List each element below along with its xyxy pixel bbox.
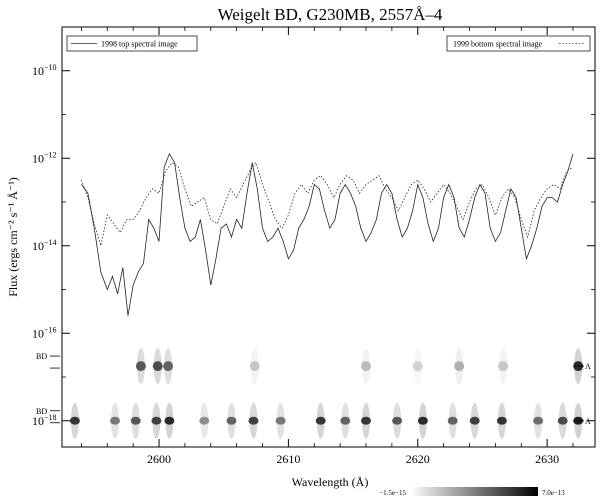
spectral-halo [227,402,236,439]
x-axis-label: Wavelength (Å) [292,475,369,489]
spectral-halo [393,402,402,439]
spectral-spot [248,416,259,425]
spectral-halo [70,402,79,439]
spectral-halo [250,348,259,385]
spectral-spot [361,361,371,372]
spectral-halo [362,402,370,439]
spectral-halo [497,402,506,439]
spectral-spot [275,416,286,425]
spectral-image-strip [69,348,584,439]
spectral-spot [315,416,326,425]
spectral-halo [136,348,145,385]
y-tick-label: 10−16 [32,325,57,340]
y-tick-label: 10−10 [32,63,57,78]
x-tick-label: 2620 [406,452,430,466]
spectral-halo [200,402,209,439]
row-label-a: A [585,362,591,371]
spectral-spot [164,416,175,425]
legend-label-1998: 1998 top spectral image [101,40,178,49]
spectral-spot [199,416,210,425]
x-tick-label: 2630 [535,452,559,466]
spectral-halo [470,402,479,439]
spectral-spot [152,361,163,372]
row-label-bd: BD [36,352,47,361]
legend-label-1999: 1999 bottom spectral image [453,40,543,49]
colorbar-max-label: 7.0e−13 [542,489,565,497]
spectral-halo [455,348,464,385]
spectral-row-labels: BD A BD A [36,352,591,426]
x-tick-label: 2610 [276,452,300,466]
axis-ticks: 2600 2610 2620 263010−1010−1210−1410−1610−1… [32,26,595,466]
spectral-spot [447,416,458,425]
spectral-halo [448,402,457,439]
y-tick-label: 10−12 [32,150,57,165]
spectral-halo [153,348,162,385]
spectral-spot [135,361,146,372]
spectral-halo [165,402,174,439]
series-layer [81,152,574,316]
spectral-spot [533,416,544,425]
y-axis-label: Flux (ergs cm⁻² s⁻¹ Å⁻¹) [6,177,20,297]
spectral-spot [392,416,403,425]
series-line-1998 [81,152,574,316]
x-tick-label: 2600 [147,452,171,466]
spectral-halo [341,402,350,439]
spectral-halo [276,402,285,439]
spectral-spot [496,416,507,425]
spectral-halo [152,402,161,439]
chart-title: Weigelt BD, G230MB, 2557Å–4 [218,5,443,24]
legend: 1998 top spectral image 1999 bottom spec… [66,35,591,52]
spectral-halo [534,402,543,439]
spectral-spot [163,361,174,372]
spectral-spot [412,361,423,372]
row-label-a: A [585,417,591,426]
series-line-1999 [81,161,574,246]
spectral-halo [499,348,508,385]
colorbar-gradient [410,487,538,496]
colorbar-min-label: −1.5e−15 [379,489,406,497]
row-label-bd: BD [36,407,47,416]
plot-frame [61,26,596,448]
spectral-spot [417,416,428,425]
spectral-spot [557,416,568,425]
spectral-spot [454,361,465,372]
spectral-spot [151,416,162,425]
colorbar: −1.5e−15 7.0e−13 [379,487,565,497]
spectral-spot [249,361,260,372]
spectral-spot [110,416,120,425]
y-tick-label: 10−14 [32,238,57,253]
spectral-spot [498,361,509,372]
spectral-spot [469,416,480,425]
spectral-spot [361,416,371,425]
spectral-spot [69,416,80,425]
spectral-halo [249,402,258,439]
spectral-halo [131,402,140,439]
spectral-halo [111,402,119,439]
spectral-halo [558,402,567,439]
spectral-spot [226,416,237,425]
legend-box-right [446,35,591,52]
legend-box-left [66,35,198,52]
spectral-spot [130,416,141,425]
spectral-halo [362,348,370,385]
spectral-halo [164,348,173,385]
spectral-spot [340,416,351,425]
spectral-halo [418,402,427,439]
spectral-halo [413,348,422,385]
spectral-halo [316,402,325,439]
